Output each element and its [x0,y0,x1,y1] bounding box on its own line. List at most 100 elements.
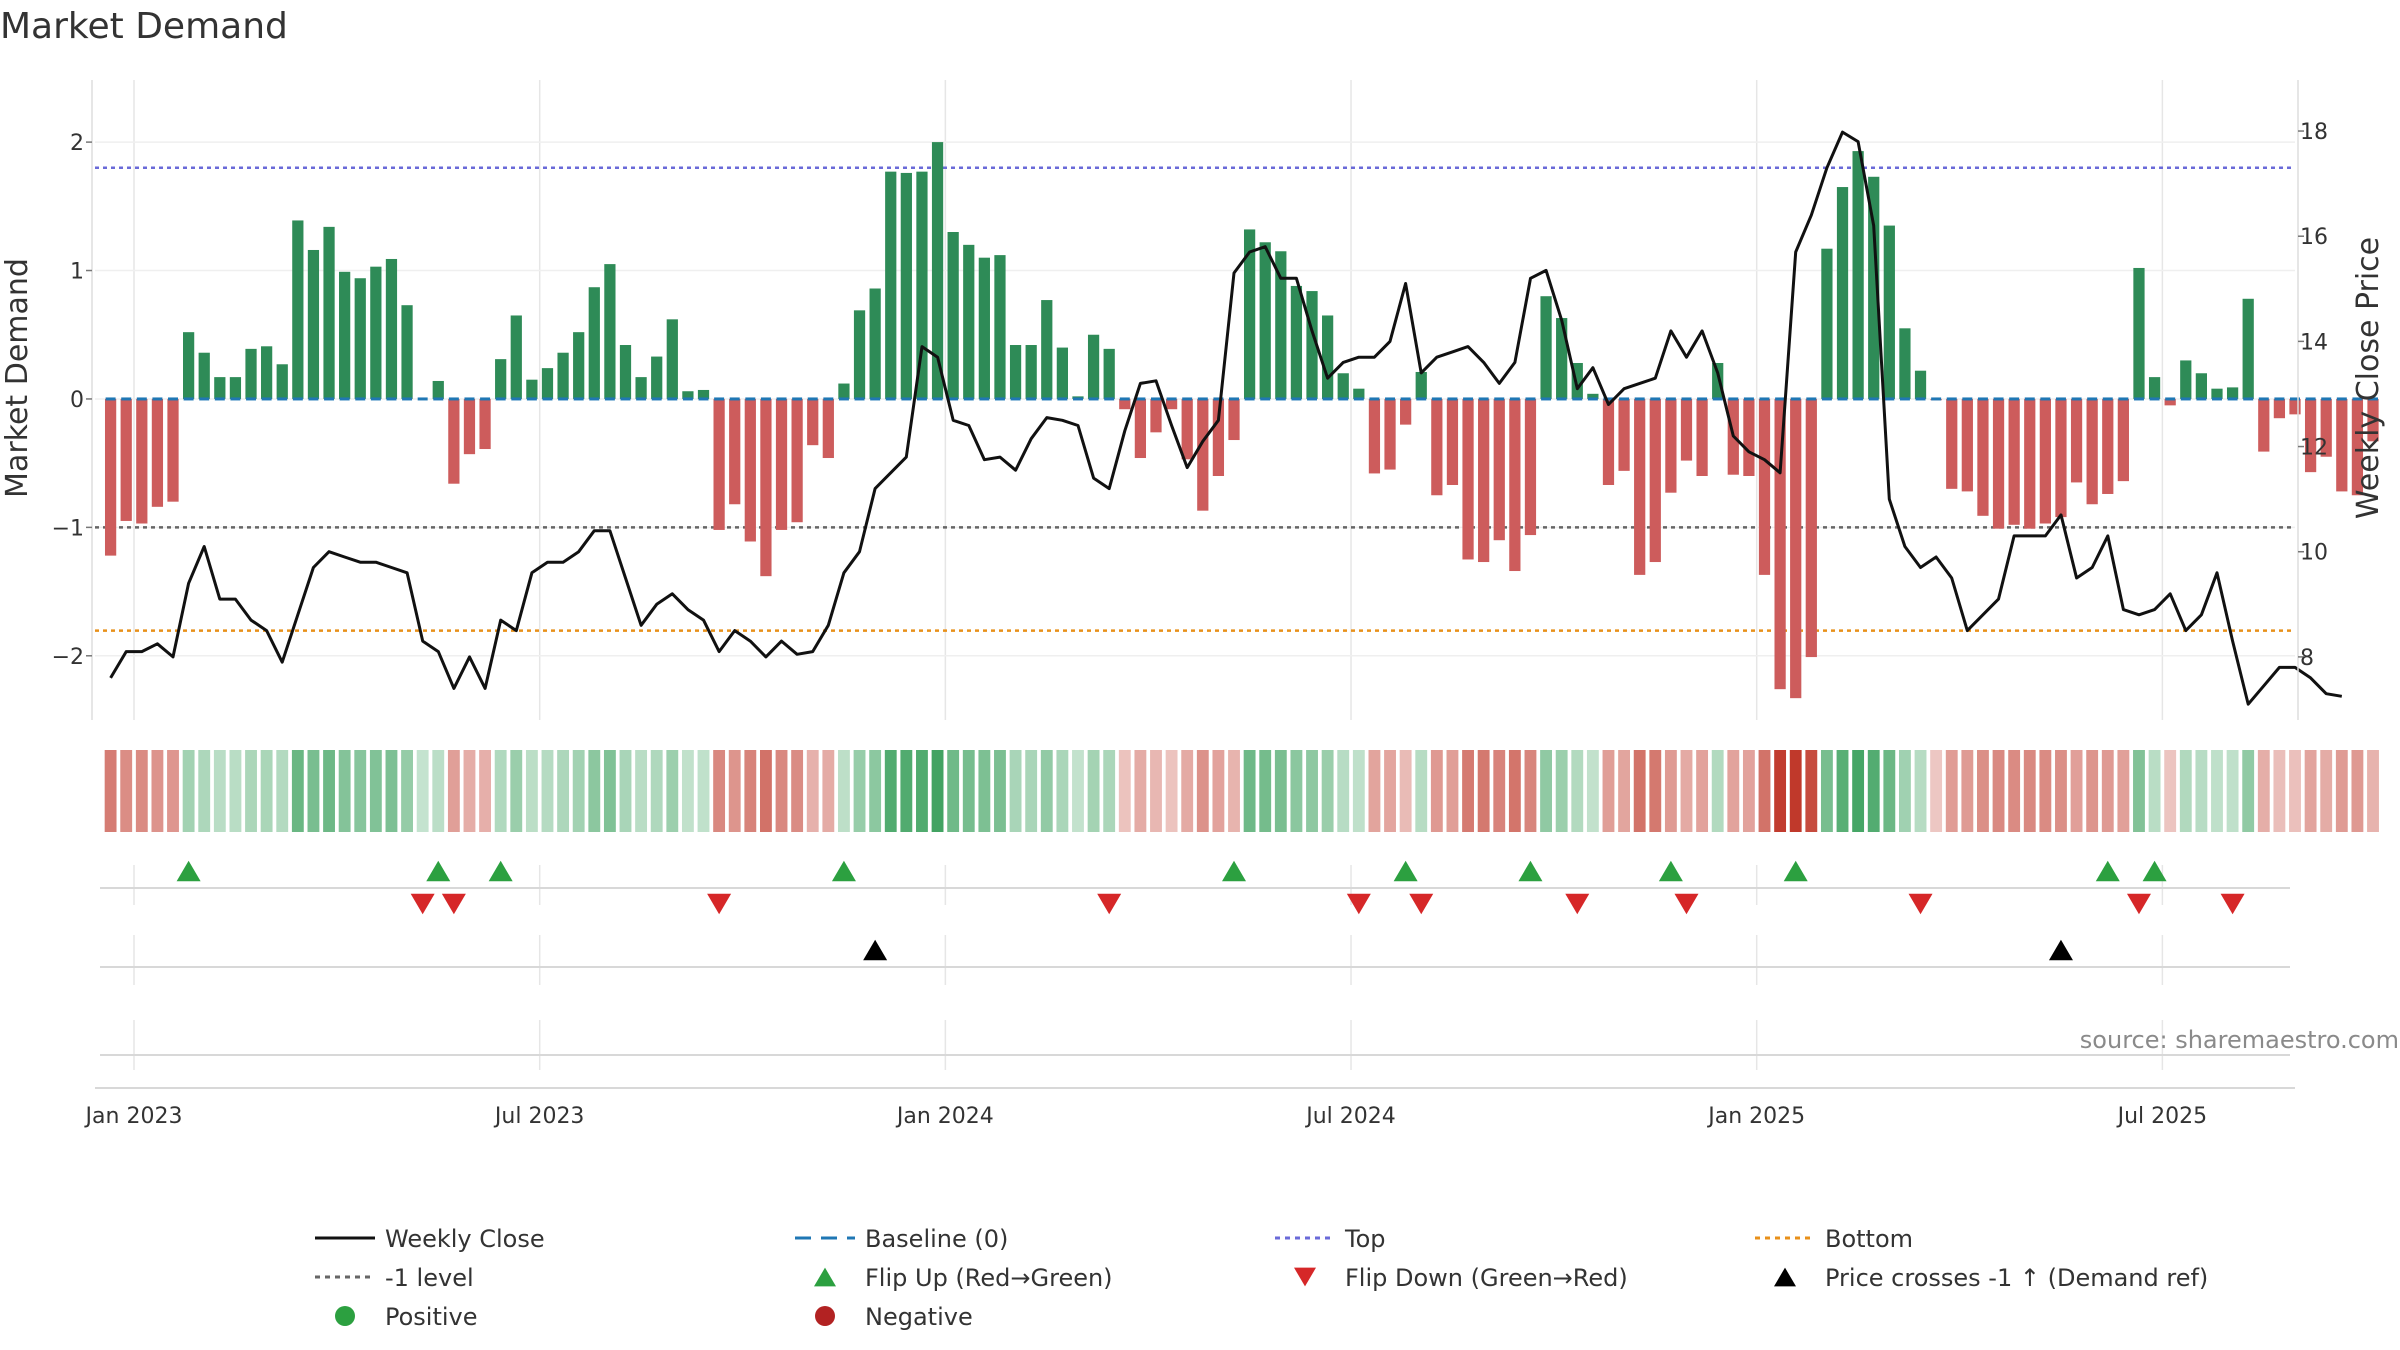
demand-bar-positive [495,359,507,399]
heat-cell [2133,750,2145,832]
demand-bar-positive [2211,388,2223,399]
price-cross-marker [2048,939,2073,961]
flip-down-marker [1346,893,1371,915]
demand-bar-positive [1243,229,1256,399]
heat-cell [1477,750,1490,832]
heat-cell [1883,750,1896,832]
heat-cell [494,750,507,832]
demand-bar-positive [573,332,585,399]
price-cross-marker [863,939,888,961]
heat-cell [1056,750,1069,832]
heat-cell [1727,750,1740,832]
x-tick-label: Jan 2023 [84,1104,183,1129]
demand-bar-positive [1290,285,1303,399]
heat-cell [2055,750,2067,832]
demand-bar-positive [339,271,351,399]
demand-bar-negative [1368,398,1381,474]
heat-cell [900,750,913,832]
heat-cell [2320,750,2333,832]
demand-bar-negative [713,398,725,530]
demand-bar-negative [1696,398,1708,476]
heat-cell [245,750,257,832]
legend-item-top: Top [1275,1225,1386,1253]
legend-label: Bottom [1825,1225,1913,1253]
demand-bar-negative [744,398,756,542]
heat-cell [1540,750,1552,832]
demand-bar-negative [1181,398,1193,460]
heat-cell [1118,750,1131,832]
heat-cell [1025,750,1038,832]
heat-cell [978,750,991,832]
reference-lines [95,166,2295,632]
heat-cell [1493,750,1506,832]
heat-cell [916,750,928,832]
left-tick-label: −1 [52,516,84,541]
demand-bar-negative [1493,398,1505,541]
heat-cell [650,750,663,832]
demand-bar-positive [1087,334,1100,399]
demand-bar-negative [1992,398,2005,529]
demand-bar-positive [1415,371,1427,399]
heat-cell [1274,750,1287,832]
heat-cell [962,750,975,832]
heat-cell [2351,750,2364,832]
heat-cell [213,750,226,832]
demand-bar-positive [1712,362,1724,399]
left-tick-label: −2 [52,645,84,670]
heat-cell [822,750,835,832]
flip-up-marker [426,860,451,882]
demand-bar-negative [1743,398,1755,476]
demand-bar-negative [2273,398,2286,419]
heat-cell [759,750,772,832]
demand-bar-positive [619,345,632,399]
demand-bar-negative [1805,398,1817,658]
heat-cell [416,750,429,832]
heat-cell [1789,750,1802,832]
demand-bar-negative [1400,398,1412,425]
demand-bar-positive [604,264,616,399]
demand-bar-negative [1212,398,1225,476]
demand-bar-negative [2367,398,2379,442]
heat-cell [447,750,460,832]
heat-cell [1618,750,1631,832]
demand-bar-positive [261,346,273,399]
demand-bar-positive [292,220,304,399]
demand-bar-positive [183,332,195,399]
heat-cell [1758,750,1771,832]
heat-cell [1930,750,1943,832]
heat-cell [1446,750,1459,832]
flip-up-marker [2142,860,2167,882]
heat-cell [1992,750,2005,832]
demand-bar-positive [432,380,444,399]
legend-item-weekly-close: Weekly Close [315,1225,545,1253]
demand-bar-positive [1025,345,1037,399]
demand-bar-positive [1836,187,1849,399]
heat-cell [1430,750,1443,832]
demand-bar-positive [1353,388,1365,399]
heat-cell [1399,750,1412,832]
heat-cell [775,750,788,832]
flip-down-marker [441,893,466,915]
demand-bar-positive [1259,242,1271,399]
heat-cell [1181,750,1194,832]
demand-bar-positive [1914,370,1927,399]
weekly-close-line [109,130,2343,706]
heat-cell [2226,750,2239,832]
grid-layer [95,80,2295,1070]
legend-swatch [1294,1267,1316,1287]
heat-cell [120,750,133,832]
demand-bar-negative [1618,398,1630,471]
demand-bar-negative [120,398,132,521]
demand-bar-positive [2148,377,2161,399]
flip-marker-panel [100,860,2290,1056]
heat-cell [401,750,413,832]
demand-bar-positive [401,305,413,399]
demand-bar-positive [1275,251,1287,399]
heat-cell [385,750,398,832]
heat-cell [1586,750,1599,832]
heat-cell [1836,750,1849,832]
chart-title: Market Demand [0,6,288,47]
heat-cell [2195,750,2208,832]
demand-bar-positive [1587,393,1599,399]
